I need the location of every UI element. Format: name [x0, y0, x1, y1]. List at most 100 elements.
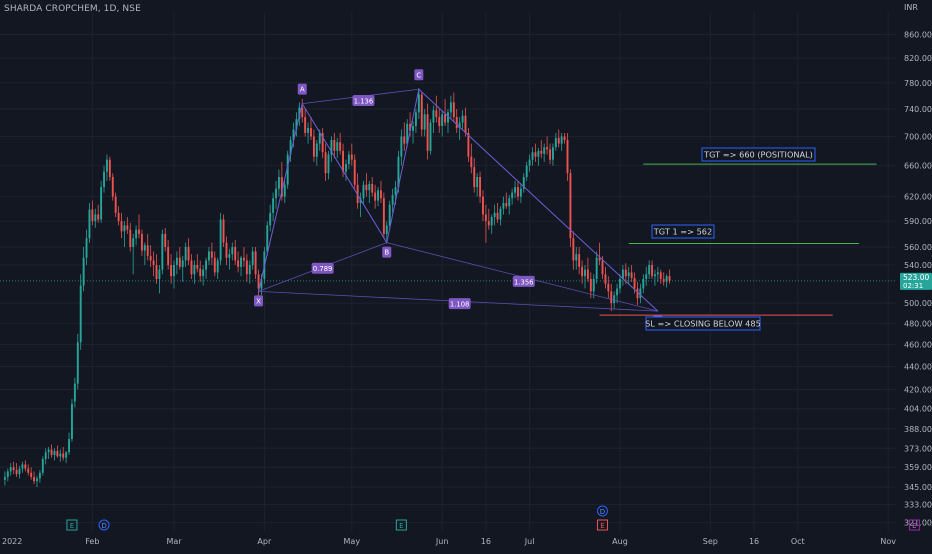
y-tick-label: 321.00 — [904, 519, 932, 528]
candle-body — [173, 265, 175, 277]
candle-body — [528, 159, 531, 166]
candle-body — [324, 152, 327, 174]
candle-body — [525, 165, 528, 178]
candle-body — [482, 196, 484, 215]
candle-body — [292, 129, 295, 141]
candle-body — [540, 150, 543, 154]
candle-body — [301, 107, 304, 118]
candle-body — [330, 140, 333, 155]
candle-body — [409, 123, 412, 131]
candle-body — [586, 269, 589, 279]
candle-body — [272, 198, 275, 213]
candle-body — [604, 274, 607, 284]
price-axis: 860.00 820.00 780.00 740.00 700.00 660.00 620.… — [900, 3, 932, 528]
candle-body — [269, 212, 272, 226]
candle-body — [388, 204, 391, 226]
candle-body — [120, 221, 123, 232]
candle-body — [455, 117, 458, 129]
candle-body — [6, 471, 9, 477]
candle-body — [592, 278, 595, 292]
candle-body — [651, 265, 653, 277]
candle-body — [59, 453, 62, 457]
x-tick-label: May — [344, 537, 361, 546]
current-price-badge — [900, 272, 932, 290]
candle-body — [627, 272, 630, 277]
candle-body — [557, 137, 560, 144]
earnings-marker — [596, 519, 608, 531]
candle-body — [216, 260, 219, 273]
y-tick-label: 500.00 — [904, 299, 932, 308]
y-tick-label: 404.00 — [904, 405, 932, 414]
candle-body — [353, 159, 356, 185]
candle-body — [391, 194, 394, 205]
candle-body — [380, 190, 382, 199]
candle-body — [560, 136, 563, 144]
candle-body — [187, 247, 190, 261]
candle-body — [38, 472, 41, 479]
y-tick-label: 540.00 — [904, 261, 932, 270]
y-tick-label: 620.00 — [904, 193, 932, 202]
candle-body — [318, 132, 321, 144]
candle-body — [254, 251, 257, 275]
x-tick-label: Mar — [166, 537, 182, 546]
candle-body — [327, 154, 330, 174]
candle-body — [56, 450, 59, 457]
candle-body — [73, 383, 76, 402]
pattern-ratio-badge — [448, 298, 471, 310]
pattern-ratio-label: 1.136 — [354, 97, 373, 105]
candle-body — [158, 269, 161, 279]
candle-body — [82, 257, 85, 286]
candle-body — [47, 449, 50, 453]
level-label: TGT 1 => 562 — [653, 227, 712, 237]
candle-body — [616, 288, 619, 296]
candle-body — [315, 143, 318, 157]
candle-body — [205, 260, 207, 270]
candle-body — [479, 177, 482, 197]
y-tick-label: 440.00 — [904, 362, 932, 371]
candle-body — [275, 188, 277, 199]
candle-body — [88, 209, 91, 239]
event-marker-letter: E — [70, 522, 74, 530]
y-tick-label: 780.00 — [904, 79, 932, 88]
pattern-ratio-label: 0.789 — [313, 265, 332, 273]
candle-body — [362, 184, 365, 199]
pattern-ratio-badge — [352, 94, 375, 106]
x-tick-label: 16 — [749, 537, 759, 546]
candle-body — [572, 238, 575, 261]
y-tick-label: 560.00 — [904, 243, 932, 252]
candle-body — [210, 251, 213, 258]
event-marker-letter: E — [600, 522, 604, 530]
candle-body — [633, 278, 636, 289]
x-tick-label: Jul — [524, 537, 535, 546]
candle-body — [50, 449, 53, 455]
time-axis: 2022 Feb Mar Apr May Jun 16 Jul Aug Sep 16 Oct Nov — [2, 537, 896, 546]
current-price-label: 523.00 — [903, 273, 929, 282]
candle-body — [549, 149, 551, 160]
candle-body — [228, 254, 231, 258]
candle-body — [452, 102, 455, 118]
candle-body — [248, 265, 251, 275]
candle-body — [385, 225, 388, 234]
candle-body — [12, 467, 15, 471]
candle-body — [3, 476, 6, 480]
candle-body — [307, 128, 310, 133]
candle-body — [347, 154, 350, 165]
candle-body — [286, 154, 289, 185]
candle-body — [575, 254, 578, 261]
candle-body — [117, 212, 120, 222]
candle-body — [167, 247, 170, 266]
candle-body — [94, 214, 97, 222]
candle-body — [71, 403, 73, 440]
candle-body — [610, 291, 613, 304]
candle-body — [196, 265, 199, 269]
candle-body — [447, 112, 449, 123]
candle-body — [143, 245, 146, 251]
candle-body — [470, 156, 473, 168]
candle-body — [397, 156, 400, 188]
candle-body — [584, 269, 586, 277]
candle-body — [517, 187, 519, 197]
candle-body — [149, 255, 152, 261]
candle-body — [595, 257, 598, 279]
